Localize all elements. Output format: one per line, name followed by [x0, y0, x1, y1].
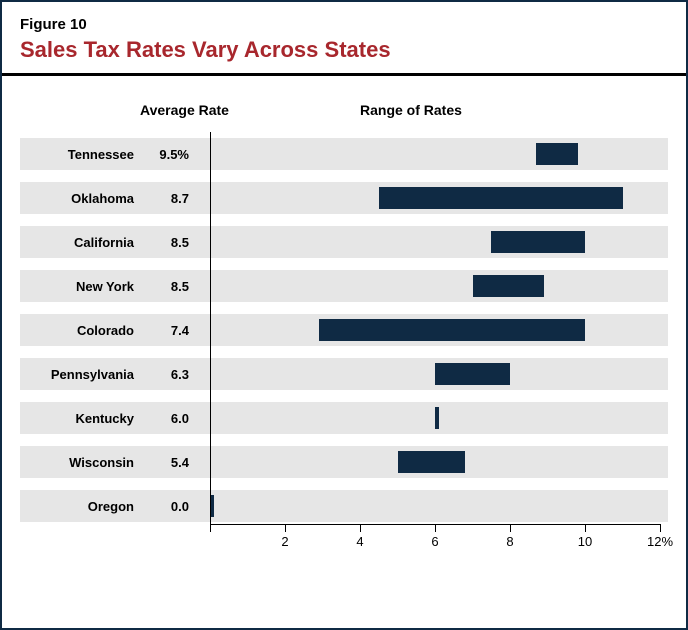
table-row: California8.5: [20, 226, 668, 258]
bar-zone: [210, 182, 660, 214]
y-tick: [210, 393, 211, 399]
table-row: Kentucky6.0: [20, 402, 668, 434]
y-tick: [210, 305, 211, 311]
range-bar: [379, 187, 623, 209]
range-bar: [491, 231, 585, 253]
bar-zone: [210, 358, 660, 390]
figure-container: Figure 10 Sales Tax Rates Vary Across St…: [0, 0, 688, 630]
table-row: Oklahoma8.7: [20, 182, 668, 214]
table-row: Oregon0.0: [20, 490, 668, 522]
avg-rate-label: 6.0: [140, 402, 195, 434]
y-tick: [210, 437, 211, 443]
table-row: New York8.5: [20, 270, 668, 302]
bar-zone: [210, 446, 660, 478]
column-headers: Average Rate Range of Rates: [20, 102, 668, 130]
y-tick: [210, 522, 211, 528]
y-axis-line: [210, 132, 211, 524]
bar-zone: [210, 270, 660, 302]
avg-rate-label: 0.0: [140, 490, 195, 522]
avg-rate-label: 6.3: [140, 358, 195, 390]
avg-rate-label: 8.7: [140, 182, 195, 214]
state-label: New York: [20, 270, 140, 302]
avg-rate-header: Average Rate: [140, 102, 229, 118]
table-row: Pennsylvania6.3: [20, 358, 668, 390]
x-tick-label: 12%: [647, 534, 673, 549]
table-row: Colorado7.4: [20, 314, 668, 346]
bar-zone: [210, 226, 660, 258]
rows-container: Tennessee9.5%Oklahoma8.7California8.5New…: [20, 138, 668, 534]
state-label: Oregon: [20, 490, 140, 522]
table-row: Tennessee9.5%: [20, 138, 668, 170]
x-tick-label: 4: [356, 534, 363, 549]
x-tick: [435, 524, 436, 532]
x-tick-label: 10: [578, 534, 592, 549]
y-tick: [210, 173, 211, 179]
state-label: Kentucky: [20, 402, 140, 434]
state-label: Oklahoma: [20, 182, 140, 214]
range-bar: [536, 143, 577, 165]
figure-number: Figure 10: [20, 16, 668, 33]
bar-zone: [210, 314, 660, 346]
chart-area: Average Rate Range of Rates Tennessee9.5…: [20, 102, 668, 610]
x-tick: [585, 524, 586, 532]
bar-zone: [210, 490, 660, 522]
y-tick: [210, 217, 211, 223]
x-tick-label: 2: [281, 534, 288, 549]
x-tick: [660, 524, 661, 532]
x-tick-label: 6: [431, 534, 438, 549]
avg-rate-label: 8.5: [140, 226, 195, 258]
range-bar: [319, 319, 585, 341]
y-tick: [210, 481, 211, 487]
y-tick: [210, 132, 211, 138]
range-bar: [435, 363, 510, 385]
range-bar: [435, 407, 439, 429]
avg-rate-label: 7.4: [140, 314, 195, 346]
figure-title: Sales Tax Rates Vary Across States: [20, 37, 668, 63]
x-tick: [510, 524, 511, 532]
x-tick-label: 8: [506, 534, 513, 549]
x-tick: [360, 524, 361, 532]
range-bar: [398, 451, 466, 473]
range-header: Range of Rates: [360, 102, 462, 118]
y-tick: [210, 261, 211, 267]
state-label: Tennessee: [20, 138, 140, 170]
state-label: Pennsylvania: [20, 358, 140, 390]
x-tick: [285, 524, 286, 532]
figure-header: Figure 10 Sales Tax Rates Vary Across St…: [2, 2, 686, 76]
y-tick: [210, 349, 211, 355]
state-label: California: [20, 226, 140, 258]
bar-zone: [210, 138, 660, 170]
table-row: Wisconsin5.4: [20, 446, 668, 478]
avg-rate-label: 5.4: [140, 446, 195, 478]
range-bar: [473, 275, 544, 297]
state-label: Colorado: [20, 314, 140, 346]
avg-rate-label: 9.5%: [140, 138, 195, 170]
bar-zone: [210, 402, 660, 434]
avg-rate-label: 8.5: [140, 270, 195, 302]
state-label: Wisconsin: [20, 446, 140, 478]
